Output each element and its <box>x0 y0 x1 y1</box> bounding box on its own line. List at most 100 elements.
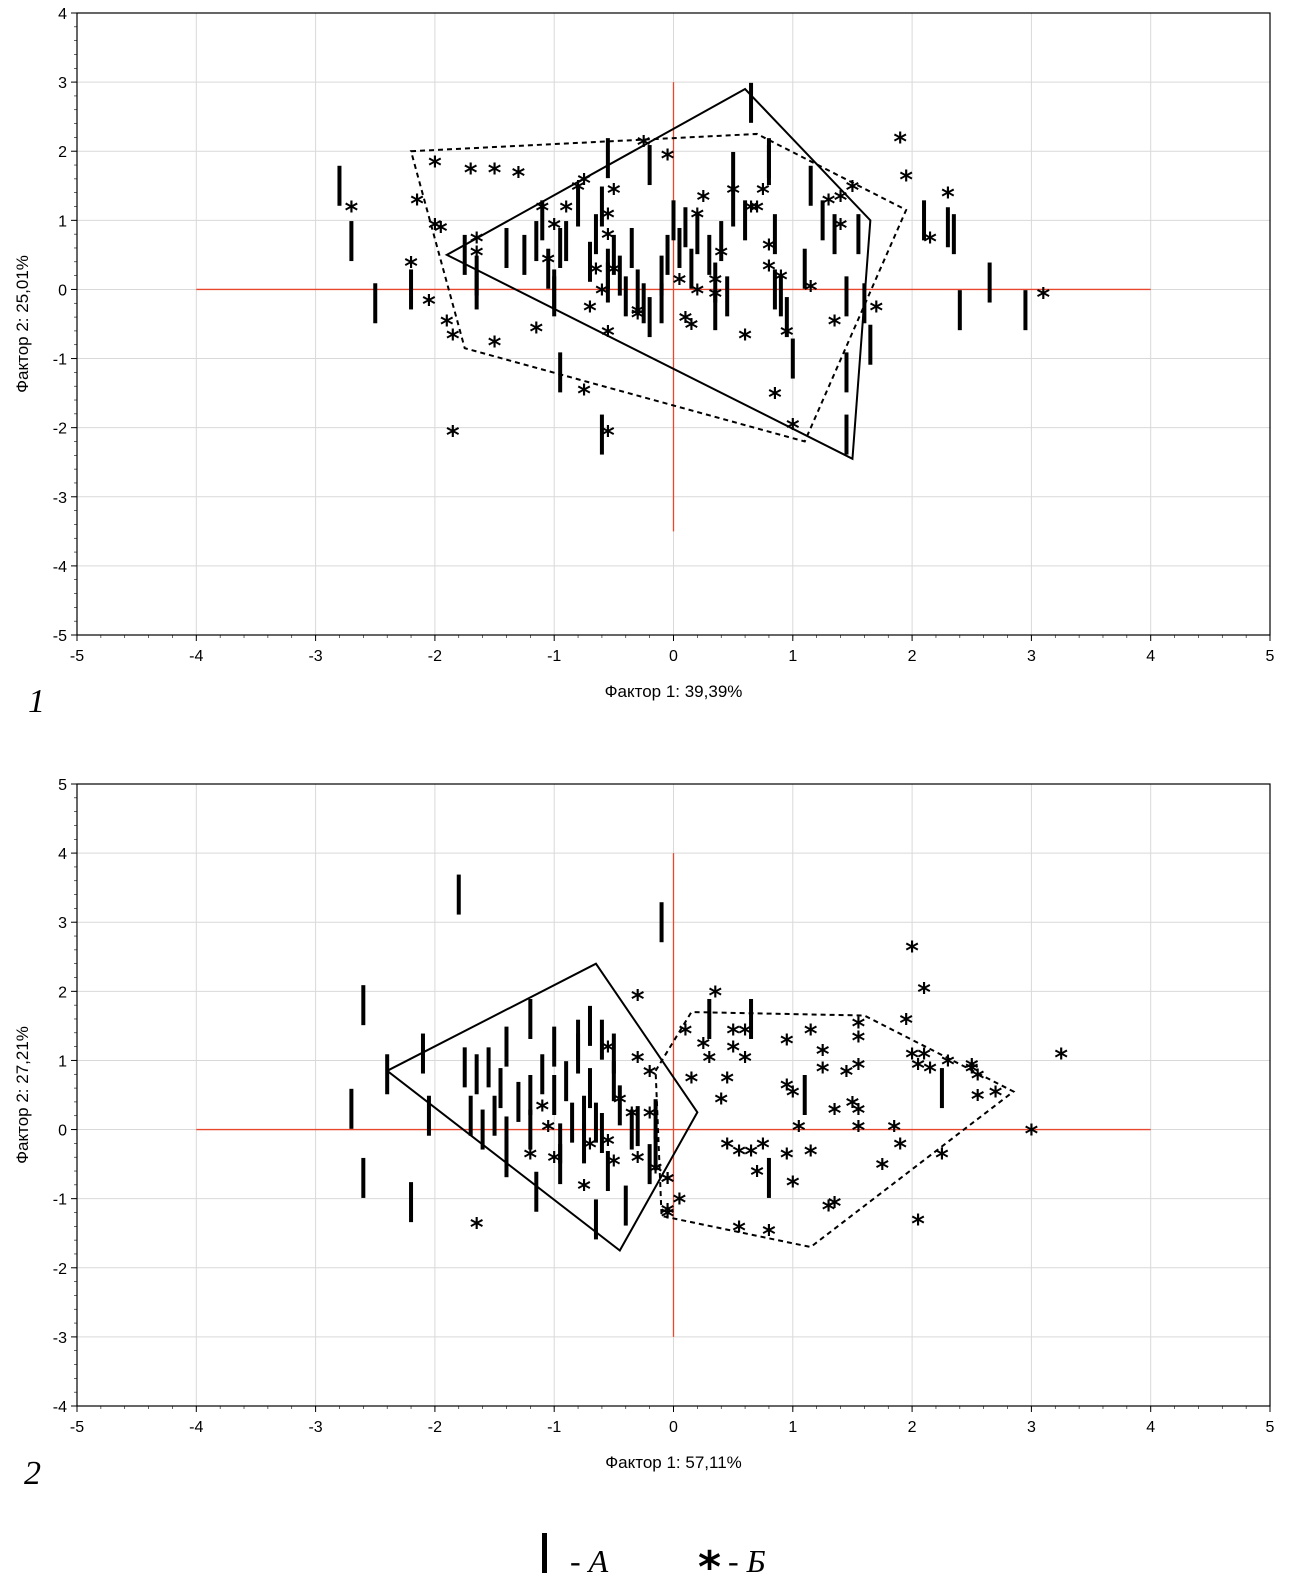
point-a-bar <box>922 200 927 241</box>
x-tick-label: 0 <box>669 1419 678 1436</box>
point-b-star: * <box>661 1199 675 1229</box>
y-tick-label: -5 <box>53 628 67 645</box>
point-a-bar <box>635 1106 640 1147</box>
x-tick-label: -4 <box>189 1419 203 1436</box>
point-a-bar <box>707 234 712 275</box>
point-a-bar <box>534 221 539 262</box>
point-a-bar <box>939 1068 944 1109</box>
x-tick-label: 4 <box>1146 648 1155 665</box>
point-a-bar <box>486 1047 491 1088</box>
point-a-bar <box>409 269 414 310</box>
point-b-star: * <box>601 1037 615 1067</box>
point-b-star: * <box>750 197 764 227</box>
point-b-star: * <box>577 380 591 410</box>
point-b-star: * <box>846 176 860 206</box>
point-b-star: * <box>530 317 544 347</box>
point-a-bar <box>868 324 873 365</box>
point-a-bar <box>832 214 837 255</box>
point-b-star: * <box>792 1116 806 1146</box>
point-a-bar <box>349 221 354 262</box>
point-b-star: * <box>911 1209 925 1239</box>
point-b-star: * <box>774 266 788 296</box>
legend: - А * - Б <box>542 1533 766 1591</box>
point-b-star: * <box>893 127 907 157</box>
x-tick-label: -2 <box>428 648 442 665</box>
point-a-bar <box>844 414 849 455</box>
point-a-bar <box>713 290 718 331</box>
point-a-bar <box>576 1019 581 1060</box>
point-b-star: * <box>852 1012 866 1042</box>
point-b-star: * <box>786 1082 800 1112</box>
point-a-bar <box>1023 290 1028 331</box>
point-a-bar <box>552 1026 557 1067</box>
point-b-star: * <box>840 1061 854 1091</box>
point-b-star: * <box>762 1220 776 1250</box>
point-a-bar <box>856 214 861 255</box>
point-a-bar <box>790 338 795 379</box>
y-tick-label: -2 <box>53 1261 67 1278</box>
panel-number: 1 <box>28 683 45 720</box>
point-b-star: * <box>601 224 615 254</box>
point-b-star: * <box>714 241 728 271</box>
x-tick-label: 0 <box>669 648 678 665</box>
point-a-bar <box>522 234 527 275</box>
point-a-bar <box>611 234 616 275</box>
point-b-star: * <box>732 1216 746 1246</box>
point-a-bar <box>653 1099 658 1140</box>
point-b-star: * <box>828 311 842 341</box>
point-a-bar <box>647 145 652 186</box>
point-b-star: * <box>768 383 782 413</box>
point-a-bar <box>743 200 748 241</box>
point-b-star: * <box>434 217 448 247</box>
point-b-star: * <box>738 1047 752 1077</box>
x-tick-label: 4 <box>1146 1419 1155 1436</box>
point-b-star: * <box>470 228 484 258</box>
point-b-star: * <box>899 1009 913 1039</box>
point-a-bar <box>582 1095 587 1136</box>
point-b-star: * <box>786 1171 800 1201</box>
point-b-star: * <box>601 1130 615 1160</box>
point-a-bar <box>766 145 771 186</box>
point-b-star: * <box>440 311 454 341</box>
point-b-star: * <box>971 1064 985 1094</box>
x-tick-label: -2 <box>428 1419 442 1436</box>
y-tick-label: -3 <box>53 490 67 507</box>
point-b-star: * <box>941 183 955 213</box>
point-b-star: * <box>673 1189 687 1219</box>
point-b-star: * <box>589 259 603 289</box>
point-a-bar <box>504 227 509 268</box>
point-a-bar <box>498 1068 503 1109</box>
point-a-bar <box>671 200 676 241</box>
point-b-star: * <box>541 248 555 278</box>
point-a-bar <box>409 1182 414 1223</box>
point-b-star: * <box>1037 283 1051 313</box>
x-tick-label: -3 <box>308 648 322 665</box>
point-b-star: * <box>804 1140 818 1170</box>
y-tick-label: 4 <box>58 846 67 863</box>
point-a-bar <box>558 352 563 393</box>
point-b-star: * <box>762 255 776 285</box>
point-b-star: * <box>428 214 442 244</box>
point-a-bar <box>713 262 718 303</box>
point-a-bar <box>385 1054 390 1095</box>
point-b-star: * <box>601 421 615 451</box>
point-b-star: * <box>410 190 424 220</box>
x-axis-title: Фактор 1: 57,11% <box>605 1453 742 1472</box>
point-a-bar <box>653 1130 658 1171</box>
point-b-star: * <box>887 1116 901 1146</box>
point-a-bar <box>623 1185 628 1226</box>
y-tick-label: 2 <box>58 144 67 161</box>
point-b-star: * <box>852 1054 866 1084</box>
point-b-star: * <box>673 269 687 299</box>
x-tick-label: -1 <box>547 1419 561 1436</box>
y-tick-label: 1 <box>58 213 67 230</box>
point-a-bar <box>587 241 592 282</box>
point-a-bar <box>802 1075 807 1115</box>
point-b-star: * <box>923 1057 937 1087</box>
point-b-star: * <box>744 197 758 227</box>
point-b-star: * <box>720 1133 734 1163</box>
x-axis-title: Фактор 1: 39,39% <box>605 682 743 701</box>
point-b-star: * <box>870 297 884 327</box>
point-b-star: * <box>1054 1044 1068 1074</box>
